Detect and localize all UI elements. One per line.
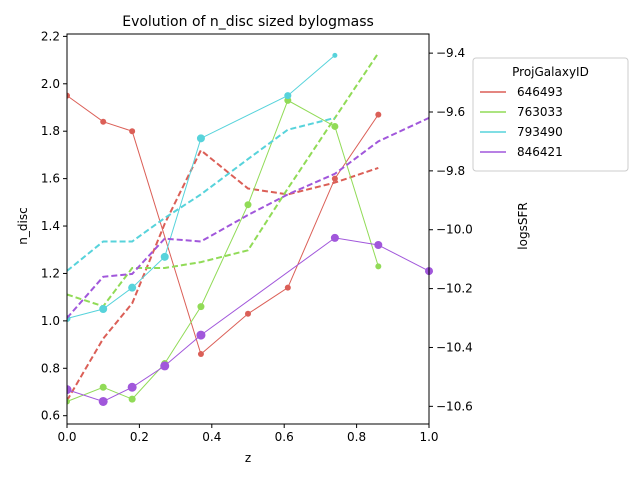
n-disc-point-763033 [244, 201, 252, 209]
logssfr-line-763033 [66, 52, 380, 308]
y-left-tick-label: 1.8 [41, 124, 60, 138]
chart-title: Evolution of n_disc sized bylogmass [122, 14, 374, 30]
n-disc-point-846421 [98, 396, 108, 406]
y-left-tick-label: 2.0 [41, 77, 60, 91]
logssfr-line-793490 [66, 116, 336, 272]
x-tick-label: 1.0 [419, 430, 438, 444]
n-disc-point-646493 [100, 118, 107, 125]
y-left-tick-label: 2.2 [41, 29, 60, 43]
x-tick-label: 0.6 [275, 430, 294, 444]
n-disc-point-763033 [331, 122, 339, 130]
n-disc-point-763033 [375, 263, 382, 270]
n-disc-point-793490 [128, 283, 137, 292]
legend-label: 646493 [517, 85, 563, 99]
y-right-tick-label: −10.4 [436, 340, 473, 354]
legend-title: ProjGalaxyID [512, 65, 589, 79]
legend-label: 846421 [517, 145, 563, 159]
n-disc-point-846421 [374, 241, 383, 250]
n-disc-point-646493 [197, 351, 204, 358]
y-right-tick-label: −9.8 [436, 164, 465, 178]
series-793490 [63, 52, 338, 322]
n-disc-point-846421 [330, 233, 339, 242]
mask-left [0, 0, 67, 480]
n-disc-point-646493 [284, 284, 291, 291]
y-left-axis-label: n_disc [16, 207, 30, 244]
x-tick-label: 0.8 [347, 430, 366, 444]
y-right-tick-label: −10.6 [436, 399, 473, 413]
x-tick-label: 0.4 [202, 430, 221, 444]
n-disc-point-763033 [128, 395, 136, 403]
series-646493 [64, 92, 382, 402]
axes: 0.0 0.2 0.4 0.6 0.8 1.0 0.6 0.8 1.0 1.2 1.4 1.6 1.8 2… [0, 0, 473, 480]
y-right-tick-label: −9.6 [436, 105, 465, 119]
n-disc-point-793490 [99, 305, 108, 314]
n-disc-point-846421 [160, 361, 170, 371]
n-disc-line-793490 [66, 54, 336, 319]
n-disc-point-646493 [129, 128, 136, 135]
y-left-tick-label: 1.6 [41, 172, 60, 186]
plot-frame [66, 33, 430, 425]
legend-box [472, 57, 629, 172]
n-disc-point-646493 [245, 310, 251, 317]
n-disc-point-763033 [99, 383, 107, 391]
y-right-axis-label: logsSFR [516, 202, 530, 249]
n-disc-line-763033 [66, 99, 379, 402]
legend-label: 763033 [517, 105, 563, 119]
y-right-tick-label: −10.2 [436, 282, 473, 296]
legend-label: 793490 [517, 125, 563, 139]
n-disc-line-646493 [66, 95, 379, 355]
y-right-tick-label: −10.0 [436, 223, 473, 237]
logssfr-line-646493 [66, 148, 379, 402]
n-disc-point-763033 [197, 303, 205, 311]
y-left-tick-label: 0.8 [41, 361, 60, 375]
y-left-tick-label: 1.0 [41, 314, 60, 328]
x-tick-label: 0.0 [57, 430, 76, 444]
y-left-tick-label: 1.4 [41, 219, 60, 233]
n-disc-line-846421 [66, 237, 430, 403]
n-disc-point-846421 [196, 330, 206, 340]
x-tick-label: 0.2 [130, 430, 149, 444]
n-disc-point-646493 [331, 175, 338, 182]
n-disc-point-793490 [196, 134, 205, 143]
plot-area [62, 52, 433, 406]
legend: ProjGalaxyID 646493 763033 793490 846421 [472, 57, 629, 172]
x-axis-label: z [245, 451, 251, 465]
y-right-tick-label: −9.4 [436, 46, 465, 60]
n-disc-point-846421 [127, 382, 137, 392]
logssfr-line-846421 [66, 116, 430, 319]
n-disc-point-793490 [332, 52, 338, 58]
y-left-tick-label: 0.6 [41, 409, 60, 423]
y-left-tick-label: 1.2 [41, 266, 60, 280]
n-disc-point-793490 [284, 92, 292, 100]
n-disc-point-646493 [375, 111, 382, 118]
n-disc-point-793490 [160, 252, 169, 261]
